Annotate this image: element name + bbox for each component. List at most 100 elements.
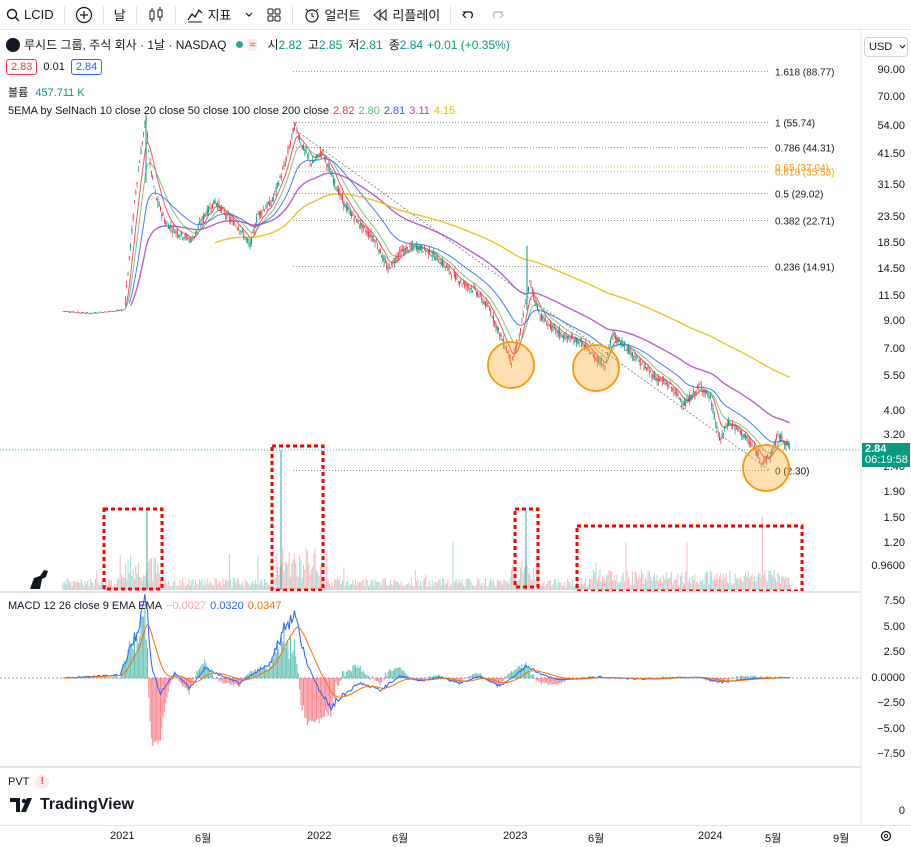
candle-body [578, 342, 580, 344]
annotations[interactable] [30, 341, 804, 593]
interval-button[interactable]: 날 [108, 0, 132, 30]
volume-bar [531, 580, 533, 590]
symbol-search[interactable]: LCID [0, 0, 60, 30]
volume-bar [700, 581, 702, 590]
volume-bar [374, 579, 376, 590]
volume-bar [261, 578, 263, 590]
volume-bar [174, 580, 176, 590]
candle-body [299, 137, 301, 140]
macd-histogram-bar [747, 675, 749, 679]
macd-histogram-bar [551, 678, 553, 685]
volume-legend[interactable]: 볼륨 457.711 K [8, 84, 85, 100]
volume-bar [667, 579, 668, 590]
chart-canvas[interactable]: 1.618 (88.77)1 (55.74)0.786 (44.31)0.65 … [0, 30, 911, 825]
candle-body [512, 356, 514, 361]
volume-bar [179, 580, 181, 590]
volume-bar [83, 586, 85, 590]
alert-button[interactable]: 얼러트 [297, 0, 367, 30]
candle-body [243, 234, 245, 238]
volume-bar [123, 576, 125, 590]
currency-select[interactable]: USD [864, 37, 908, 57]
buy-button[interactable]: 2.84 [70, 59, 103, 75]
fib-retracement[interactable]: 1.618 (88.77)1 (55.74)0.786 (44.31)0.65 … [292, 68, 835, 478]
macd-histogram-bar [330, 678, 332, 717]
pvt-legend[interactable]: PVT ! [8, 775, 50, 789]
volume-bar [713, 574, 715, 590]
ohlc-label: 고 [307, 38, 319, 52]
volume-bar [427, 585, 429, 590]
candle-body [613, 334, 615, 336]
candle-body [633, 356, 635, 357]
undo-button[interactable] [455, 0, 483, 30]
macd-histogram-bar [89, 677, 91, 679]
macd-histogram-bar [388, 669, 390, 679]
candle-body [720, 438, 722, 440]
replay-button[interactable]: 리플레이 [366, 0, 446, 30]
macd-histogram-bar [96, 677, 98, 679]
settings-gear-icon[interactable] [879, 829, 893, 843]
macd-histogram-bar [157, 678, 159, 744]
volume-bar [251, 583, 252, 590]
volume-bar [141, 580, 143, 590]
volume-bar [323, 586, 325, 590]
macd-histogram-bar [715, 678, 717, 682]
candle-body [660, 378, 662, 381]
macd-histogram-bar [291, 653, 293, 679]
macd-legend[interactable]: MACD 12 26 close 9 EMA EMA −0.0027 0.0320… [8, 600, 281, 612]
volume-bar [635, 572, 637, 590]
volume-bar [309, 574, 311, 590]
volume-bar [742, 581, 744, 590]
volume-bar [511, 569, 512, 590]
volume-bar [548, 580, 550, 590]
volume-bar [274, 579, 276, 590]
volume-bar [438, 579, 440, 590]
macd-histogram-bar [174, 671, 176, 679]
macd-histogram-bar [478, 673, 480, 679]
indicators-icon [187, 8, 203, 22]
macd-histogram-bar [161, 678, 163, 728]
candle-body [128, 256, 130, 260]
volume-bar [631, 571, 633, 590]
tradingview-logo[interactable]: TradingView [10, 796, 134, 814]
volume-bar [708, 584, 710, 590]
volume-bar [111, 586, 113, 590]
time-axis[interactable]: 2021 6월 2022 6월 2023 6월 2024 5월 9월 [0, 825, 911, 847]
candle-body [153, 185, 155, 187]
symbol-title[interactable]: 루시드 그룹, 주식 회사 · 1날 · NASDAQ [24, 38, 227, 52]
candle-body [80, 312, 82, 314]
volume-bar [356, 585, 358, 590]
candle-body [75, 312, 77, 314]
indicators-button[interactable]: 지표 [180, 0, 238, 30]
ohlc-label: 시 [267, 38, 279, 52]
pane-separators[interactable] [0, 30, 862, 825]
ohlc-label: 종 [388, 38, 400, 52]
sell-button[interactable]: 2.83 [6, 59, 38, 75]
ema-legend[interactable]: 5EMA by SelNach 10 close 20 close 50 clo… [8, 105, 455, 117]
volume-bar [711, 571, 713, 590]
candle-body [332, 178, 334, 183]
volume-bar [175, 586, 177, 590]
candle-body [160, 206, 161, 211]
volume-bar [82, 584, 83, 590]
candle-body [771, 451, 772, 454]
macd-histogram-bar [435, 674, 437, 679]
candle-body [654, 374, 655, 378]
volume-bar [481, 582, 483, 590]
volume-bar [227, 580, 229, 590]
price-axis[interactable]: 90.00 70.00 54.00 41.50 31.50 23.50 18.50 14.50… [861, 30, 911, 825]
volume-bar [119, 554, 121, 590]
warning-icon[interactable]: ! [35, 775, 50, 789]
layout-button[interactable] [260, 0, 288, 30]
candle-body [527, 286, 529, 291]
ema-value: 2.81 [383, 105, 406, 117]
candle-body [436, 255, 438, 257]
indicators-dropdown[interactable] [238, 0, 260, 30]
redo-button[interactable] [483, 0, 511, 30]
compare-button[interactable] [69, 0, 99, 30]
candle-body [260, 210, 262, 216]
volume-bar [556, 585, 558, 590]
macd-histogram-bar [384, 672, 386, 679]
chart-type-button[interactable] [141, 0, 171, 30]
candle-body [132, 214, 134, 220]
macd-histogram-bar [292, 650, 294, 679]
